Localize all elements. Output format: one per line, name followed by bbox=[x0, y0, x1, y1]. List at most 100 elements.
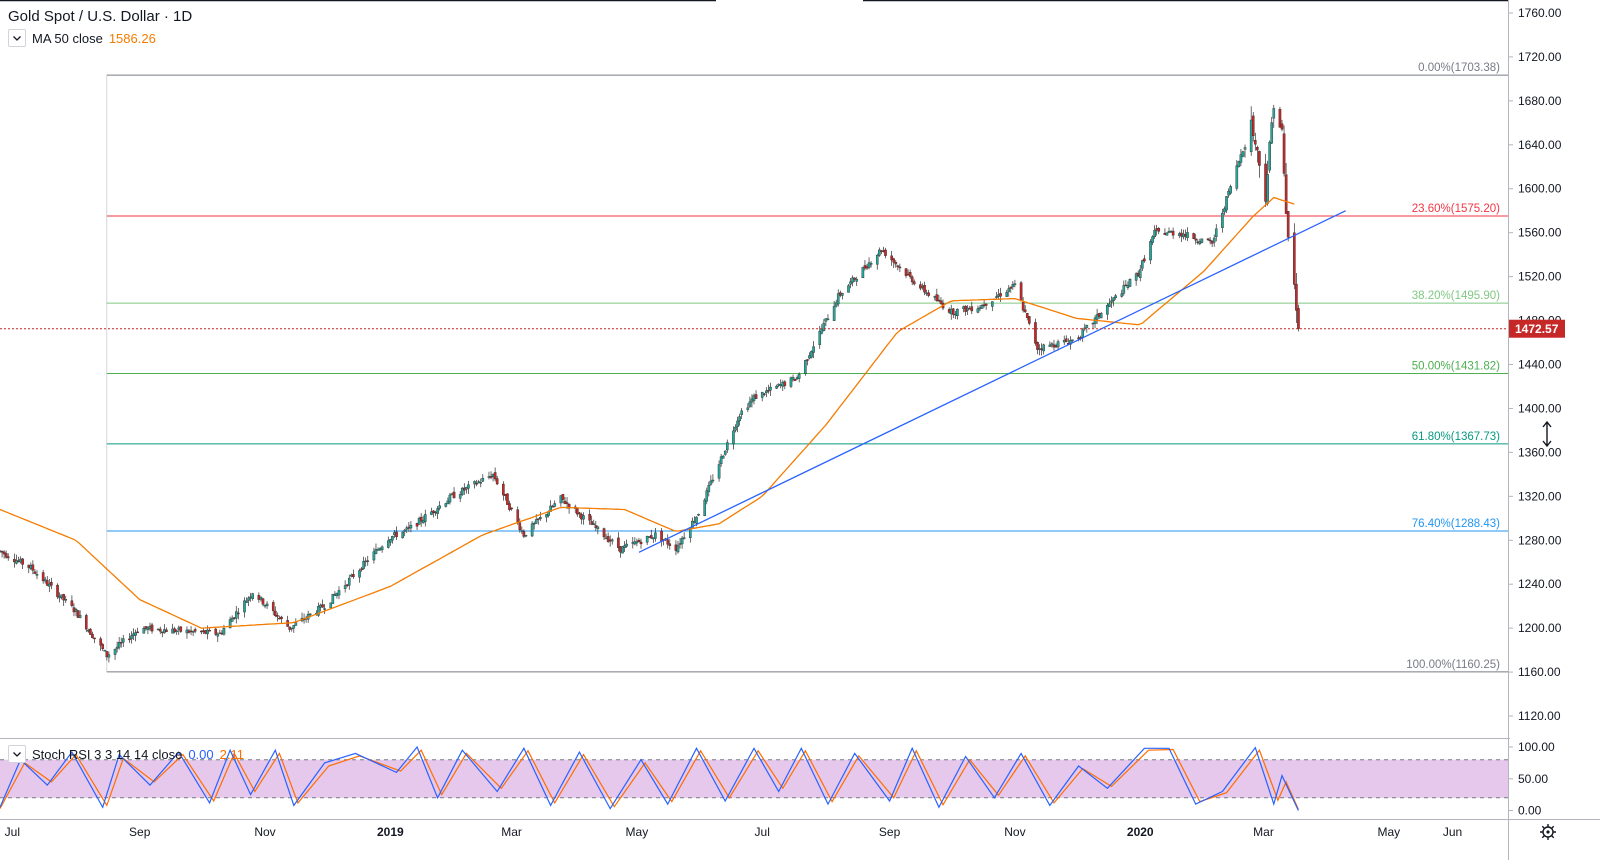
candle-up bbox=[721, 455, 725, 459]
candle-down bbox=[1208, 239, 1212, 242]
candle-up bbox=[1140, 260, 1144, 269]
time-tick-label: 2020 bbox=[1127, 825, 1154, 839]
candle-up bbox=[130, 635, 133, 640]
candle-down bbox=[360, 568, 363, 571]
candle-up bbox=[596, 526, 600, 530]
candle-down bbox=[136, 631, 139, 634]
candle-up bbox=[676, 545, 680, 553]
stoch-axis[interactable]: 100.00 50.00 0.00 bbox=[1508, 740, 1555, 818]
candle-down bbox=[563, 500, 567, 504]
candle-down bbox=[179, 626, 183, 632]
candle-down bbox=[1280, 123, 1284, 130]
candle-down bbox=[261, 598, 265, 605]
stoch-name[interactable]: Stoch RSI 3 3 14 14 close bbox=[32, 746, 183, 762]
time-axis[interactable]: Jul Sep Nov 2019 Mar May Jul Sep Nov 2020 Mar May Ju… bbox=[5, 825, 1463, 839]
candle-down bbox=[2, 551, 6, 555]
candle-down bbox=[590, 521, 593, 525]
candle-up bbox=[1186, 232, 1189, 238]
candle-up bbox=[789, 377, 793, 387]
candle-down bbox=[923, 285, 926, 293]
candle-down bbox=[62, 594, 65, 601]
price-axis[interactable]: 1760.00 1720.00 1680.00 1640.00 1600.00 1560.… bbox=[1508, 6, 1562, 723]
candle-down bbox=[1284, 174, 1288, 214]
candle-up bbox=[1099, 313, 1103, 319]
candle-up bbox=[765, 390, 768, 393]
candle-down bbox=[506, 493, 509, 505]
candle-up bbox=[717, 464, 721, 479]
candle-down bbox=[551, 506, 554, 508]
candle-down bbox=[565, 502, 569, 505]
symbol-title: Gold Spot / U.S. Dollar · 1D bbox=[8, 8, 193, 25]
candle-up bbox=[635, 541, 639, 544]
candle-down bbox=[352, 574, 355, 577]
time-tick-label: Nov bbox=[1004, 825, 1025, 839]
candle-down bbox=[666, 539, 670, 545]
candle-down bbox=[415, 523, 419, 527]
candle-up bbox=[251, 593, 255, 599]
candle-up bbox=[707, 485, 711, 493]
settings-gear-icon[interactable] bbox=[1540, 824, 1556, 840]
price-tick-label: 1320.00 bbox=[1518, 489, 1562, 503]
candle-down bbox=[754, 394, 758, 399]
candle-up bbox=[851, 277, 854, 283]
candle-up bbox=[738, 416, 741, 422]
candle-up bbox=[534, 519, 538, 524]
candle-up bbox=[524, 534, 528, 537]
candle-up bbox=[1042, 344, 1045, 352]
candle-up bbox=[1013, 283, 1017, 285]
candle-up bbox=[625, 543, 628, 547]
candle-up bbox=[1056, 341, 1060, 348]
candle-up bbox=[1212, 237, 1216, 243]
candle-down bbox=[1143, 258, 1146, 262]
candle-down bbox=[128, 638, 131, 641]
candle-up bbox=[1270, 122, 1274, 144]
stoch-tick-label: 0.00 bbox=[1518, 804, 1542, 818]
fibonacci-retracement[interactable]: 0.00%(1703.38) 23.60%(1575.20) 38.20%(1495… bbox=[106, 62, 1508, 673]
candle-up bbox=[732, 430, 735, 445]
candle-up bbox=[294, 622, 298, 626]
candle-up bbox=[1138, 269, 1142, 278]
ma-name[interactable]: MA 50 close bbox=[32, 30, 103, 46]
candle-up bbox=[228, 619, 232, 629]
candle-up bbox=[775, 385, 778, 389]
candle-up bbox=[343, 585, 347, 589]
candle-down bbox=[892, 258, 896, 263]
candle-up bbox=[995, 296, 998, 298]
resize-arrows-icon[interactable] bbox=[1542, 420, 1552, 448]
candle-down bbox=[105, 651, 109, 658]
candle-down bbox=[912, 281, 916, 285]
candle-down bbox=[1019, 282, 1023, 302]
candle-up bbox=[117, 642, 121, 648]
candle-up bbox=[818, 331, 822, 345]
candle-down bbox=[50, 582, 53, 586]
candle-up bbox=[1153, 230, 1156, 237]
candle-up bbox=[430, 511, 433, 515]
candle-up bbox=[1266, 174, 1269, 204]
candle-up bbox=[1200, 238, 1204, 243]
candle-up bbox=[804, 360, 807, 374]
candle-down bbox=[904, 268, 908, 276]
candle-up bbox=[438, 505, 441, 509]
candle-up bbox=[473, 481, 476, 485]
stoch-rsi-pane bbox=[0, 745, 1508, 811]
candle-down bbox=[99, 638, 102, 646]
candle-up bbox=[331, 593, 335, 604]
candle-down bbox=[395, 531, 398, 538]
stoch-d-line bbox=[0, 748, 1299, 810]
time-tick-label: Nov bbox=[254, 825, 275, 839]
candle-down bbox=[578, 512, 581, 514]
candle-up bbox=[386, 540, 390, 548]
trend-line[interactable] bbox=[638, 210, 1346, 553]
candle-up bbox=[290, 627, 294, 630]
candle-down bbox=[606, 536, 610, 542]
stoch-collapse-chevron-icon[interactable] bbox=[8, 745, 26, 763]
candle-down bbox=[536, 518, 540, 520]
collapse-chevron-icon[interactable] bbox=[8, 29, 26, 47]
candle-down bbox=[510, 507, 513, 510]
candle-up bbox=[121, 638, 125, 643]
candle-down bbox=[89, 628, 92, 635]
candle-up bbox=[317, 605, 320, 616]
candle-up bbox=[74, 609, 78, 612]
candle-up bbox=[1120, 293, 1124, 297]
